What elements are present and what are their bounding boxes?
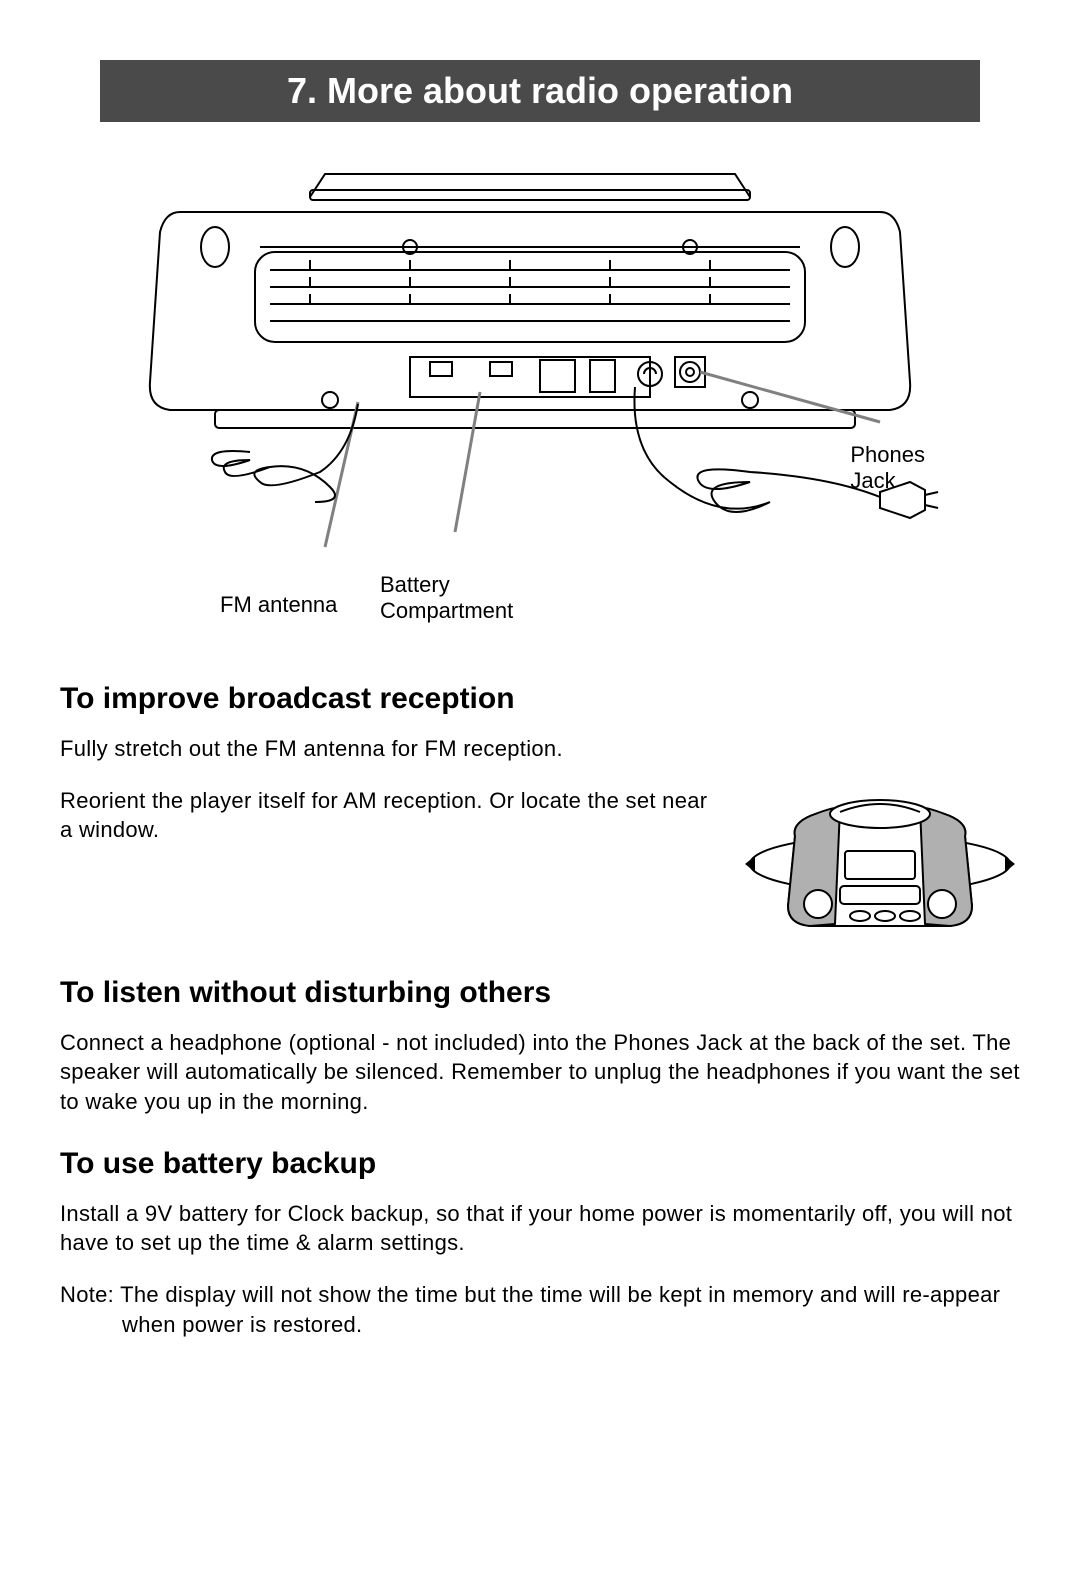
battery-note: Note: The display will not show the time…: [60, 1280, 1020, 1339]
phones-jack-label: PhonesJack: [850, 442, 925, 495]
battery-heading: To use battery backup: [60, 1147, 1020, 1181]
radio-back-diagram: [110, 152, 970, 582]
radio-front-mini-diagram: [740, 786, 1020, 946]
battery-compartment-label: BatteryCompartment: [380, 572, 513, 625]
fm-antenna-label: FM antenna: [220, 592, 337, 618]
listen-heading: To listen without disturbing others: [60, 976, 1020, 1010]
listen-p1: Connect a headphone (optional - not incl…: [60, 1028, 1020, 1117]
reception-p2: Reorient the player itself for AM recept…: [60, 786, 720, 845]
page-header: 7. More about radio operation: [100, 60, 980, 122]
reception-heading: To improve broadcast reception: [60, 682, 1020, 716]
diagram-labels: FM antenna BatteryCompartment PhonesJack: [60, 592, 1020, 652]
battery-p1: Install a 9V battery for Clock backup, s…: [60, 1199, 1020, 1258]
reception-p1: Fully stretch out the FM antenna for FM …: [60, 734, 1020, 764]
